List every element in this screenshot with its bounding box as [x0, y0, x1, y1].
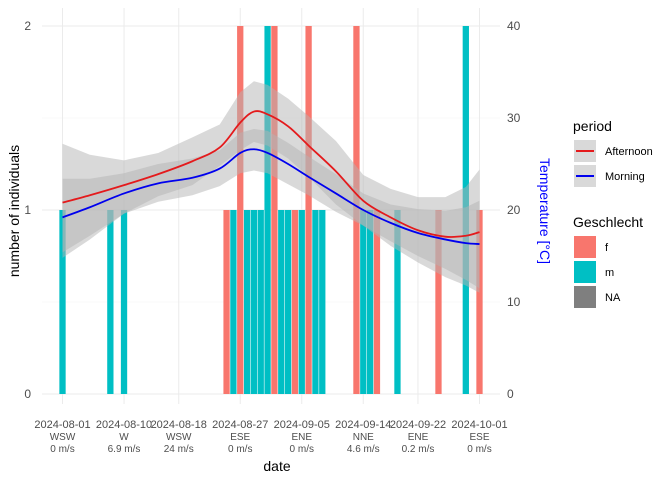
bar-m — [319, 210, 326, 394]
x-tick-wind-speed: 0.2 m/s — [402, 444, 435, 455]
x-tick-wind-speed: 0 m/s — [467, 444, 491, 455]
bar-f — [237, 26, 244, 394]
y-left-tick-label: 0 — [24, 387, 31, 401]
bar-f — [435, 210, 442, 394]
bar-m — [230, 210, 237, 394]
legend-key-na — [574, 286, 596, 308]
legend-label-afternoon: Afternoon — [605, 146, 653, 158]
bar-m — [360, 210, 367, 394]
bar-m — [243, 210, 251, 394]
series-line-morning — [62, 148, 480, 245]
bar-m — [59, 210, 66, 394]
x-tick-label: 2024-08-27 — [212, 419, 268, 431]
legend-label-na: NA — [605, 292, 621, 304]
bar-m — [298, 210, 305, 394]
y-left-tick-label: 2 — [24, 19, 31, 33]
y-right-tick-label: 10 — [507, 295, 521, 309]
x-tick-wind-speed: 0 m/s — [228, 444, 252, 455]
legend-period: period Afternoon Morning — [573, 118, 653, 187]
bar-m — [107, 210, 114, 394]
y-right-tick-label: 30 — [507, 111, 521, 125]
x-tick-label: 2024-09-22 — [390, 419, 446, 431]
x-tick-label: 2024-09-05 — [274, 419, 330, 431]
series-line-afternoon — [62, 110, 480, 238]
bar-f — [223, 210, 230, 394]
x-tick-wind-dir: ESE — [230, 432, 250, 443]
bar-m — [284, 210, 292, 394]
y-axis-left-label: number of individuals — [6, 145, 22, 277]
bar-m — [264, 26, 271, 394]
x-tick-wind-speed: 0 m/s — [290, 444, 314, 455]
legend-label-f: f — [605, 242, 609, 254]
x-tick-wind-dir: ENE — [291, 432, 312, 443]
bar-m — [257, 210, 264, 394]
x-tick-wind-speed: 4.6 m/s — [347, 444, 380, 455]
x-tick-label: 2024-08-10 — [96, 419, 152, 431]
x-tick-wind-speed: 24 m/s — [164, 444, 194, 455]
bar-f — [476, 210, 483, 394]
bar-m — [278, 210, 285, 394]
x-tick-label: 2024-08-18 — [151, 419, 207, 431]
legend-label-morning: Morning — [605, 171, 645, 183]
x-axis-label: date — [263, 458, 290, 474]
x-tick-wind-dir: W — [119, 432, 129, 443]
legend-geschlecht-title: Geschlecht — [573, 214, 643, 230]
x-tick-wind-dir: ESE — [469, 432, 489, 443]
bar-f — [291, 210, 299, 394]
x-tick-label: 2024-09-14 — [335, 419, 391, 431]
legend-key-f — [574, 236, 596, 258]
bar-m — [120, 210, 128, 394]
y-axis-right-label: Temperature [°C] — [537, 158, 553, 264]
bar-m — [250, 210, 258, 394]
lines-layer — [62, 110, 480, 245]
x-tick-wind-dir: NNE — [353, 432, 374, 443]
bar-f — [373, 210, 381, 394]
x-tick-wind-dir: ENE — [408, 432, 429, 443]
x-tick-wind-speed: 6.9 m/s — [108, 444, 141, 455]
x-tick-wind-speed: 0 m/s — [50, 444, 74, 455]
bar-m — [312, 210, 319, 394]
x-tick-label: 2024-10-01 — [451, 419, 507, 431]
y-left-tick-label: 1 — [24, 203, 31, 217]
x-tick-label: 2024-08-01 — [34, 419, 90, 431]
legend-geschlecht: Geschlecht f m NA — [573, 214, 643, 308]
legend-key-m — [574, 261, 596, 283]
bar-m — [394, 210, 401, 394]
y-right-tick-label: 40 — [507, 19, 521, 33]
bar-f — [305, 26, 312, 394]
legend-label-m: m — [605, 267, 614, 279]
ci-ribbon-morning — [62, 129, 480, 289]
x-tick-wind-dir: WSW — [50, 432, 76, 443]
y-right-tick-label: 0 — [507, 387, 514, 401]
legend-period-title: period — [573, 118, 612, 134]
x-tick-wind-dir: WSW — [166, 432, 192, 443]
bar-m — [366, 210, 374, 394]
bar-f — [271, 26, 278, 394]
y-right-tick-label: 20 — [507, 203, 521, 217]
